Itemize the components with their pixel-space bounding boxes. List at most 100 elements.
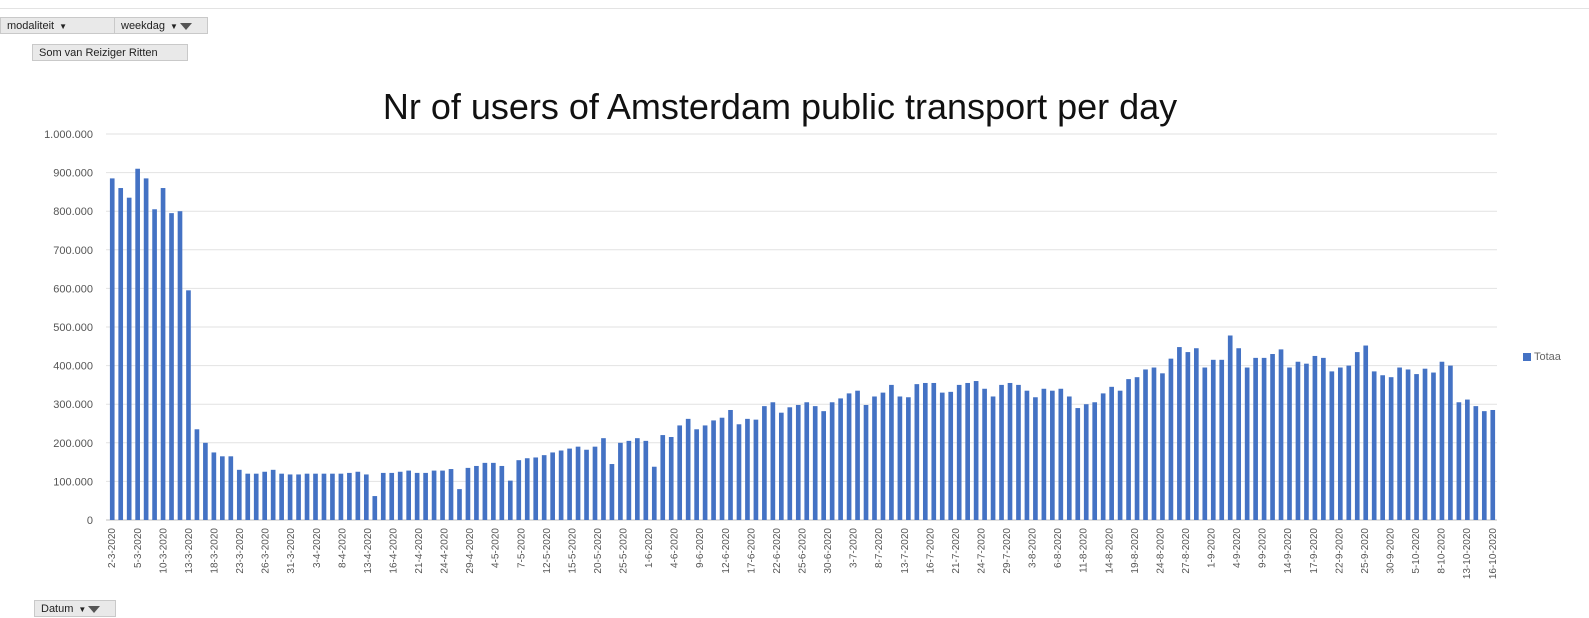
x-tick-label: 12-6-2020 [721,528,732,574]
top-border-line [0,8,1589,9]
bar [787,407,793,520]
weekdag-field-button[interactable]: weekdag ▼ [114,17,208,34]
bar [397,471,403,520]
bar [507,480,513,520]
bar [228,456,234,520]
bar [1117,390,1123,520]
bar [1227,335,1233,520]
bar [236,469,242,520]
y-tick-label: 100.000 [53,476,93,488]
x-tick-label: 16-10-2020 [1488,528,1499,580]
bar [220,456,225,520]
x-tick-label: 13-10-2020 [1462,528,1473,580]
modaliteit-field-button[interactable]: modaliteit ▼ [0,17,115,34]
bar [1168,358,1174,520]
bar [1439,361,1445,520]
bar [1473,406,1479,520]
x-tick-label: 19-8-2020 [1130,528,1141,574]
bar [287,474,293,520]
bar [838,398,843,520]
bar [1337,367,1343,520]
y-tick-label: 900.000 [53,168,93,180]
bar [304,473,310,520]
values-field-button[interactable]: Som van Reiziger Ritten [32,44,188,61]
y-tick-label: 0 [87,515,93,527]
bar [973,381,979,520]
datum-field-button[interactable]: Datum ▼ [34,600,116,617]
x-tick-label: 21-7-2020 [951,528,962,574]
x-tick-label: 5-3-2020 [133,528,144,568]
weekdag-label: weekdag [121,20,166,32]
bar [584,449,589,520]
bar [1134,377,1140,520]
bar [770,402,776,520]
bar [1219,359,1225,520]
bar [728,409,733,520]
dropdown-arrow-icon: ▼ [170,22,178,31]
y-tick-label: 400.000 [53,361,93,373]
bar [372,496,378,520]
bar [524,458,530,520]
bar [1465,399,1470,520]
bar [1109,386,1114,520]
bar [846,393,852,520]
bar [1143,369,1148,520]
bar [1236,348,1242,520]
bar [677,425,683,520]
bar [956,384,962,520]
bar [982,388,987,520]
y-tick-label: 600.000 [53,283,93,295]
bar [643,440,649,520]
bar [1041,388,1047,520]
bar [152,209,157,520]
x-tick-label: 1-6-2020 [644,528,655,568]
y-tick-label: 200.000 [53,438,93,450]
x-tick-label: 24-4-2020 [440,528,451,574]
bar [1100,393,1106,520]
x-tick-label: 30-9-2020 [1386,528,1397,574]
bar [855,390,860,520]
bar [1448,365,1453,520]
bar [635,438,640,520]
bar [533,457,539,520]
bar [651,466,657,520]
bar [1329,371,1335,520]
bar [778,412,784,520]
x-tick-label: 17-6-2020 [746,528,757,574]
bar [863,404,869,520]
bar [1066,396,1072,520]
bar [194,429,200,520]
x-tick-label: 9-6-2020 [695,528,706,568]
bar [109,178,115,520]
bar [1405,369,1411,520]
bar [1261,357,1267,520]
bar [330,473,335,520]
x-tick-label: 7-5-2020 [516,528,527,568]
x-tick-label: 13-3-2020 [184,528,195,574]
bar [753,419,759,520]
bar [279,473,284,520]
bar [143,178,149,520]
bar [999,384,1004,520]
bar [711,420,716,520]
x-tick-label: 3-4-2020 [312,528,323,568]
x-tick-label: 16-4-2020 [388,528,399,574]
bar [1016,384,1021,520]
bar [1194,348,1199,520]
bar [296,474,301,520]
bar [626,440,632,520]
bar [177,211,183,520]
bar [601,438,606,520]
x-tick-label: 3-7-2020 [849,528,860,568]
bar [262,471,268,520]
bar [1380,375,1385,520]
bar [253,473,259,520]
bar [609,464,615,520]
bar [906,397,911,520]
bar [1481,411,1487,520]
values-field-label: Som van Reiziger Ritten [39,47,158,59]
bar [406,470,411,520]
bar [1050,390,1055,520]
bar [575,446,581,520]
bar [1346,365,1352,520]
